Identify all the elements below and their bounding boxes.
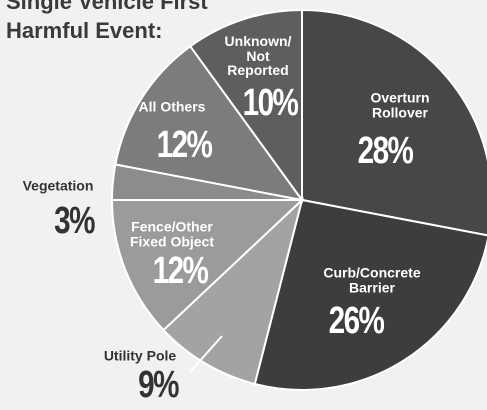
pie-slice — [253, 198, 487, 391]
slice-label: Curb/Concrete Barrier — [323, 264, 421, 295]
leader-line — [189, 335, 223, 373]
slice-label: Unknown/ Not Reported — [224, 32, 292, 79]
pie-slice — [188, 8, 303, 204]
value-label: 10% — [242, 82, 299, 125]
value-label: 12% — [152, 250, 209, 293]
pie-slice — [301, 8, 487, 237]
chart-title: Single Vehicle First Harmful Event: — [6, 0, 208, 43]
pie-slice — [114, 44, 305, 202]
slice-label: Vegetation — [22, 177, 94, 194]
value-label: 3% — [54, 200, 95, 243]
value-label: 12% — [156, 124, 213, 167]
value-label: 9% — [138, 364, 179, 407]
slice-label: Utility Pole — [103, 347, 177, 364]
pie-slice — [110, 199, 305, 332]
value-label: 28% — [357, 130, 414, 173]
value-label: 26% — [328, 300, 385, 343]
pie-slice — [162, 196, 304, 386]
slice-label: All Others — [138, 98, 206, 115]
slice-label: Overturn Rollover — [370, 89, 430, 120]
slice-label: Fence/Other Fixed Object — [129, 218, 215, 249]
